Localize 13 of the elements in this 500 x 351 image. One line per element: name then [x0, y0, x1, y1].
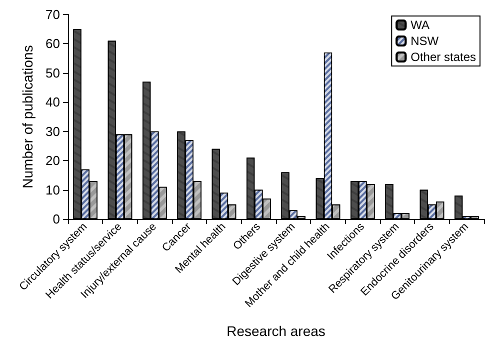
y-tick-label: 40 [46, 94, 60, 110]
legend-label: NSW [410, 34, 440, 48]
y-axis-title: Number of publications [20, 45, 36, 188]
y-tick-label: 0 [52, 212, 60, 226]
y-tick-label: 20 [46, 153, 60, 168]
x-axis-title: Research areas [226, 323, 326, 339]
y-tick-label: 50 [46, 65, 60, 80]
y-tick-label: 60 [46, 36, 60, 52]
y-tick-label: 30 [46, 124, 60, 139]
legend-label: WA [410, 18, 430, 32]
y-tick-label: 10 [46, 182, 60, 198]
y-tick-label: 70 [46, 7, 60, 22]
legend-label: Other states [410, 50, 476, 64]
